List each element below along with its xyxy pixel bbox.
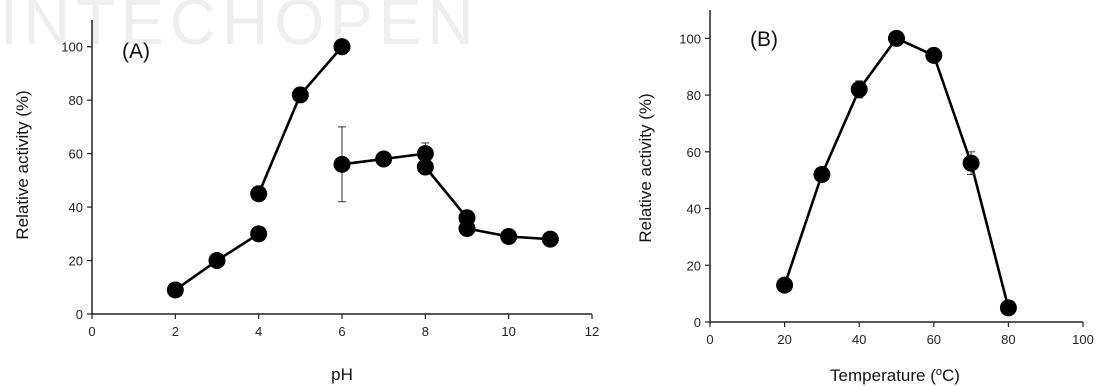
panel-a-data-point	[500, 227, 518, 245]
panel-b-y-tick-label: 60	[687, 145, 701, 160]
panel-b-x-axis-title-main: Temperature (	[830, 366, 936, 385]
panel-a-data-point	[458, 219, 476, 237]
panel-a-data-point	[333, 155, 351, 173]
panel-a-y-tick-label: 20	[69, 254, 83, 269]
panel-b-data-point	[813, 166, 831, 184]
panel-b-x-tick-label: 60	[927, 332, 941, 347]
panel-b-x-tick-label: 40	[852, 332, 866, 347]
panel-a-data-point	[250, 225, 268, 243]
chart-panel-a: (A) pH Relative activity (%) 02040608010…	[13, 20, 599, 384]
panel-b-y-tick-label: 40	[687, 202, 701, 217]
panel-a-data-point	[208, 252, 226, 270]
panel-b-data-point	[850, 80, 868, 98]
panel-a-data-point	[250, 185, 268, 203]
panel-b-y-tick-label: 100	[679, 31, 701, 46]
panel-b-y-tick-label: 0	[694, 315, 701, 330]
panel-b-x-tick-label: 0	[706, 332, 713, 347]
panel-b-y-axis-title: Relative activity (%)	[636, 93, 655, 242]
panel-b-data-point	[962, 154, 980, 172]
panel-a-x-tick-label: 10	[501, 324, 515, 339]
panel-b-x-tick-label: 20	[777, 332, 791, 347]
panel-a-data-point	[416, 158, 434, 176]
panel-b-x-tick-label: 80	[1001, 332, 1015, 347]
panel-a-y-tick-label: 40	[69, 200, 83, 215]
panel-a-data-point	[375, 150, 393, 168]
panel-a-x-tick-label: 12	[585, 324, 599, 339]
panel-a-data-point	[416, 145, 434, 163]
panel-b-x-tick-label: 100	[1072, 332, 1094, 347]
panel-a-y-tick-label: 80	[69, 93, 83, 108]
chart-panel-b: (B) Temperature (oC) Relative activity (…	[636, 10, 1094, 385]
panel-a-x-tick-label: 2	[172, 324, 179, 339]
panel-b-x-axis-title-superscript: o	[936, 366, 942, 378]
panel-a-data-point	[166, 281, 184, 299]
panel-a-x-tick-label: 4	[255, 324, 262, 339]
panel-a-y-tick-label: 100	[61, 40, 83, 55]
panel-b-y-tick-label: 20	[687, 258, 701, 273]
panel-b-data-point	[888, 29, 905, 47]
panel-a-x-tick-label: 6	[338, 324, 345, 339]
panel-a-series-3-line	[424, 166, 469, 219]
panel-a-y-tick-label: 0	[76, 307, 83, 322]
panel-a-x-axis-title: pH	[331, 365, 353, 384]
panel-b-x-axis-title: Temperature (oC)	[830, 366, 960, 385]
panel-b-label: (B)	[750, 28, 778, 51]
panel-a-data-point	[333, 38, 351, 56]
panel-b-data-point	[776, 276, 794, 294]
panel-a-x-tick-label: 0	[88, 324, 95, 339]
panel-a-y-tick-label: 60	[69, 147, 83, 162]
panel-a-label: (A)	[122, 40, 150, 63]
watermark: INTECHOPEN	[0, 0, 480, 58]
panel-a-data-point	[291, 86, 309, 104]
panel-a-series-1-line	[257, 45, 343, 195]
panel-b-data-point	[999, 299, 1017, 317]
panel-b-y-tick-label: 80	[687, 88, 701, 103]
panel-a-x-tick-label: 8	[422, 324, 429, 339]
panel-b-x-axis-title-suffix: C)	[942, 366, 960, 385]
panel-a-y-axis-title: Relative activity (%)	[13, 90, 32, 239]
panel-b-data-point	[925, 46, 943, 64]
panel-a-data-point	[541, 230, 559, 248]
